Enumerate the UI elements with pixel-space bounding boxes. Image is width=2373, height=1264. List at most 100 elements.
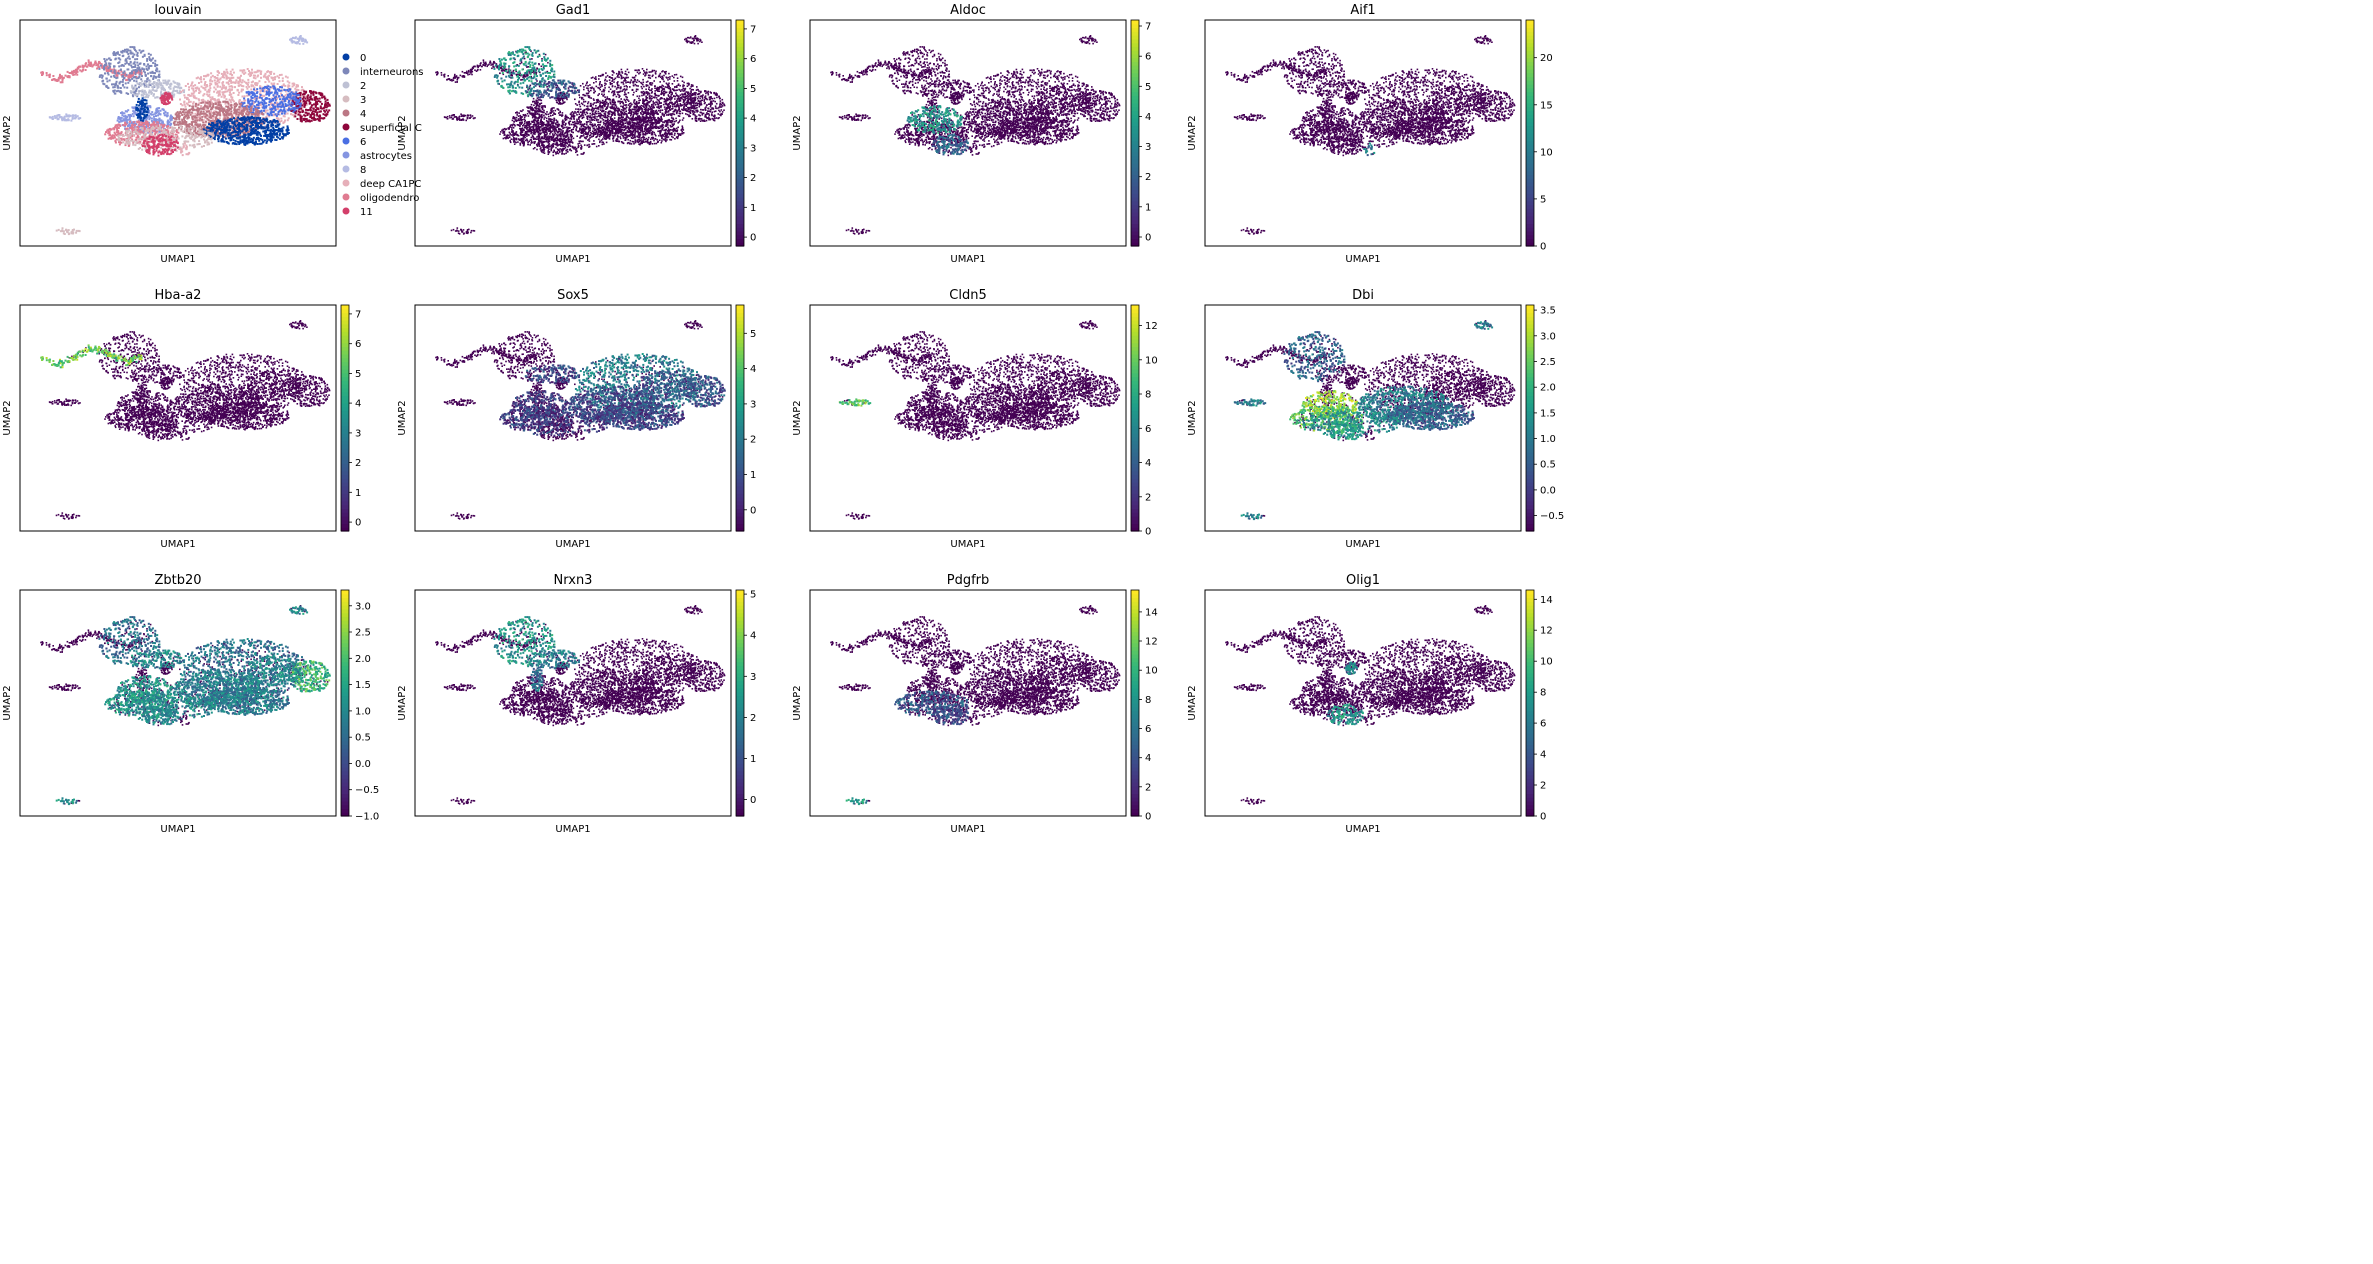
scatter-point — [246, 83, 248, 85]
scatter-point — [288, 85, 290, 87]
scatter-point — [241, 81, 243, 83]
scatter-point — [304, 98, 306, 100]
scatter-point — [255, 77, 257, 79]
scatter-point — [238, 100, 240, 102]
scatter-point — [230, 71, 232, 73]
scatter-point — [177, 92, 179, 94]
scatter-point — [237, 89, 239, 91]
scatter-point — [231, 99, 233, 101]
scatter-point — [186, 97, 188, 99]
scatter-point — [131, 85, 133, 87]
scatter-point — [142, 56, 144, 58]
scatter-point — [110, 59, 112, 61]
scatter-point — [214, 79, 216, 81]
scatter-point — [231, 89, 233, 91]
scatter-point — [279, 74, 281, 76]
scatter-point — [65, 75, 67, 77]
scatter-point — [231, 86, 233, 88]
scatter-point — [106, 78, 108, 80]
scatter-point — [187, 83, 189, 85]
scatter-point — [181, 104, 183, 106]
scatter-point — [180, 91, 182, 93]
scatter-point — [254, 82, 256, 84]
scatter-point — [125, 82, 127, 84]
scatter-point — [223, 71, 225, 73]
scatter-point — [225, 88, 227, 90]
scatter-point — [217, 85, 219, 87]
scatter-point — [257, 82, 259, 84]
scatter-point — [251, 85, 253, 87]
scatter-point — [192, 88, 194, 90]
scatter-point — [250, 74, 252, 76]
scatter-point — [98, 61, 100, 63]
scatter-point — [257, 75, 259, 77]
scatter-point — [229, 79, 231, 81]
scatter-point — [153, 95, 155, 97]
scatter-point — [72, 74, 74, 76]
scatter-point — [116, 77, 118, 79]
scatter-point — [59, 75, 61, 77]
scatter-point — [62, 77, 64, 79]
scatter-point — [67, 71, 69, 73]
scatter-point — [136, 58, 138, 60]
scatter-point — [142, 89, 144, 91]
scatter-point — [203, 75, 205, 77]
scatter-point — [160, 91, 162, 93]
scatter-point — [176, 90, 178, 92]
scatter-point — [143, 64, 145, 66]
scatter-point — [302, 43, 304, 45]
scatter-point — [139, 49, 141, 51]
scatter-point — [178, 83, 180, 85]
scatter-point — [195, 87, 197, 89]
scatter-point — [114, 71, 116, 73]
scatter-point — [222, 76, 224, 78]
scatter-point — [291, 40, 293, 42]
scatter-point — [224, 73, 226, 75]
scatter-point — [138, 68, 140, 70]
scatter-point — [211, 80, 213, 82]
scatter-point — [114, 86, 116, 88]
scatter-point — [226, 69, 228, 71]
scatter-point — [192, 85, 194, 87]
scatter-point — [279, 80, 281, 82]
scatter-point — [272, 84, 274, 86]
scatter-point — [75, 69, 77, 71]
scatter-point — [209, 96, 211, 98]
scatter-point — [285, 76, 287, 78]
scatter-point — [149, 80, 151, 82]
scatter-point — [191, 81, 193, 83]
scatter-point — [198, 98, 200, 100]
scatter-point — [223, 91, 225, 93]
scatter-point — [118, 57, 120, 59]
scatter-point — [156, 64, 158, 66]
scatter-point — [79, 66, 81, 68]
scatter-point — [147, 77, 149, 79]
scatter-point — [142, 95, 144, 97]
scatter-point — [230, 82, 232, 84]
scatter-point — [124, 51, 126, 53]
scatter-point — [128, 56, 130, 58]
scatter-point — [299, 43, 301, 45]
scatter-point — [67, 76, 69, 78]
scatter-point — [222, 94, 224, 96]
scatter-point — [190, 85, 192, 87]
scatter-point — [128, 63, 130, 65]
scatter-point — [108, 67, 110, 69]
scatter-point — [184, 97, 186, 99]
panel-title: louvain — [154, 3, 201, 18]
scatter-point — [105, 62, 107, 64]
scatter-point — [279, 121, 281, 123]
scatter-point — [235, 79, 237, 81]
scatter-point — [74, 74, 76, 76]
scatter-point — [102, 75, 104, 77]
scatter-point — [131, 87, 133, 89]
scatter-point — [277, 75, 279, 77]
scatter-point — [128, 75, 130, 77]
scatter-point — [157, 96, 159, 98]
y-axis-label: UMAP2 — [2, 115, 13, 150]
scatter-point — [148, 56, 150, 58]
scatter-point — [248, 70, 250, 72]
scatter-point — [151, 86, 153, 88]
scatter-point — [110, 63, 112, 65]
scatter-point — [126, 49, 128, 51]
